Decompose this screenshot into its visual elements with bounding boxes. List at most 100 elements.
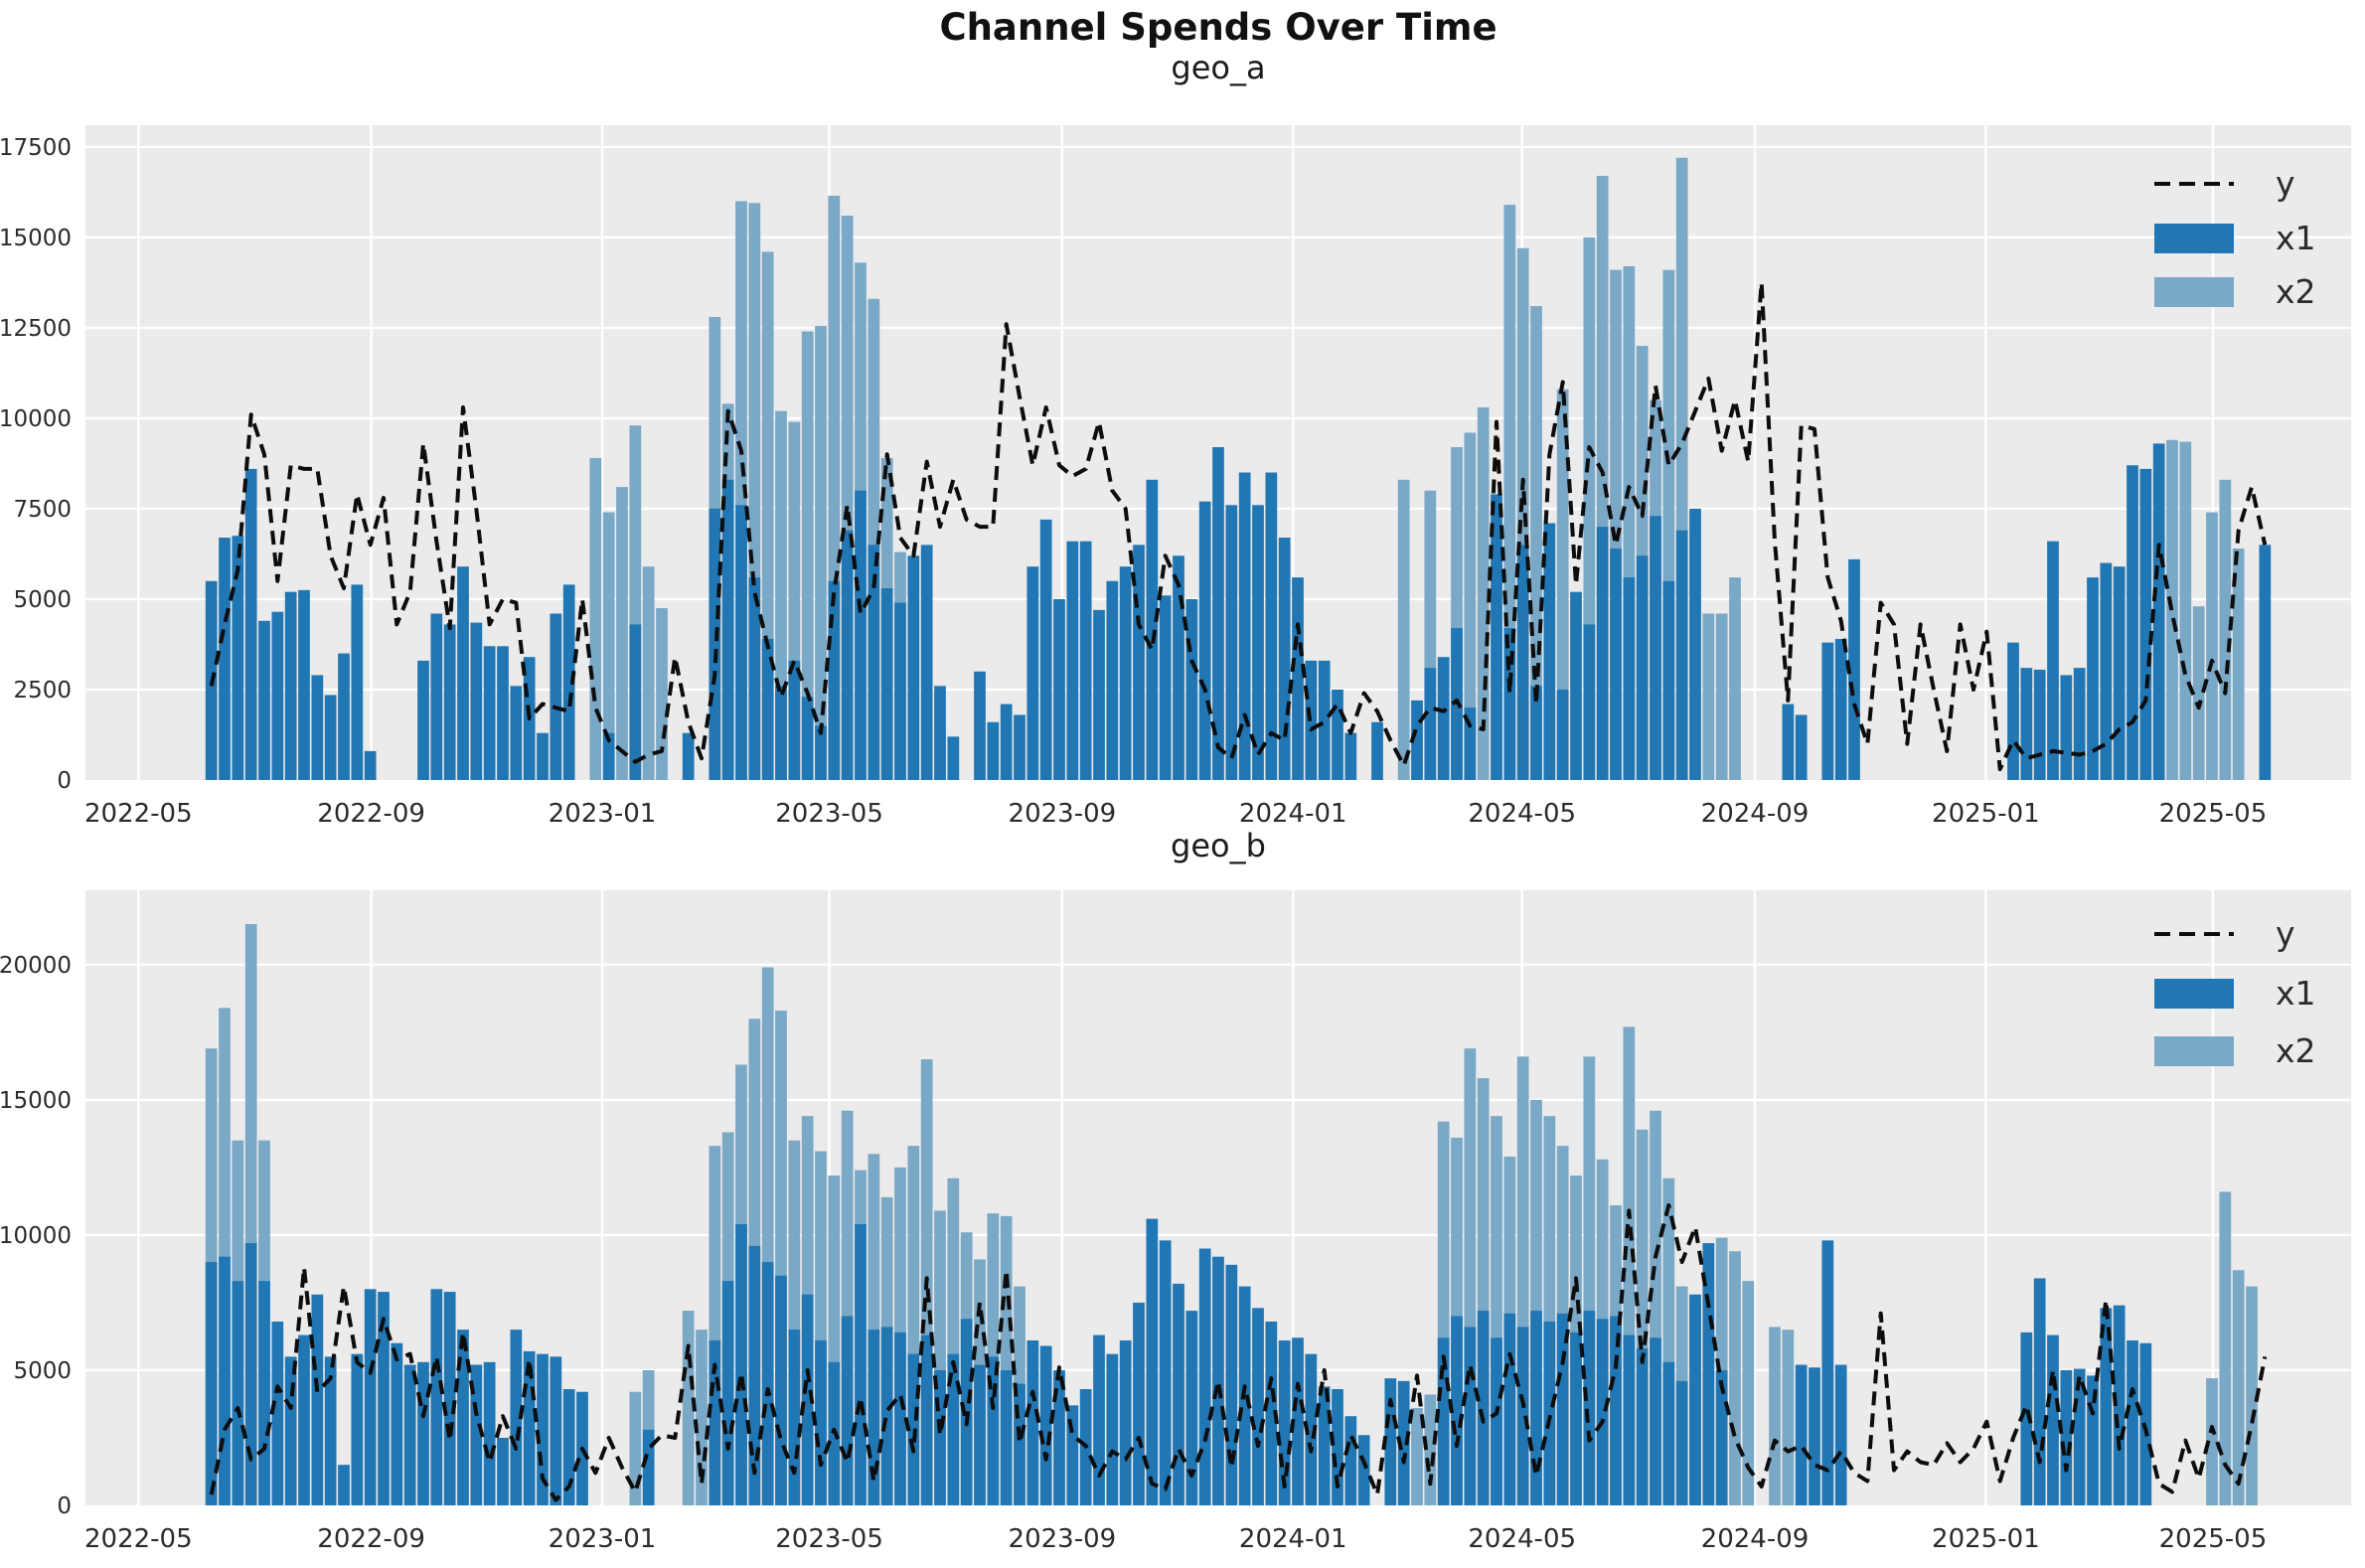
geo_a-x2-bar <box>1530 306 1542 780</box>
geo_a-x1-bar <box>855 490 867 780</box>
geo_b-x1-bar <box>735 1224 747 1505</box>
geo_a-x1-bars <box>205 443 2272 780</box>
geo_a-x1-bar <box>298 589 310 780</box>
geo_a-x1-bar <box>920 545 933 780</box>
geo_a-x1-bar <box>1265 472 1278 780</box>
geo_b-x2-bar <box>1477 1078 1490 1505</box>
geo_a-x2-bar <box>1702 613 1715 780</box>
geo_a-x1-bar <box>457 566 469 780</box>
geo_b-x1-bar <box>1318 1386 1331 1505</box>
subplot-title-geo-a: geo_a <box>1171 49 1266 86</box>
geo_b-x2-bar <box>1623 1026 1636 1505</box>
geo_a-x2-bar <box>1583 236 1596 780</box>
geo_a-x1-bar <box>1675 530 1688 780</box>
geo_b-x2-bar <box>947 1177 960 1505</box>
geo_a-x1-bar <box>1596 527 1609 780</box>
geo_b-x2-bar <box>815 1151 827 1505</box>
geo_a-x1-bar <box>1530 686 1542 780</box>
geo_b-x1-bar <box>1278 1340 1291 1505</box>
geo_a-x1-bar <box>2152 443 2165 780</box>
geo_b-xtick-label: 2023-01 <box>549 1524 657 1554</box>
geo_a-legend-swatch-x2 <box>2154 277 2234 307</box>
geo_b-x1-bar <box>721 1281 734 1505</box>
geo_b-x1-bar <box>1344 1416 1357 1505</box>
geo_a-x1-bar <box>907 555 920 780</box>
geo_a-x1-bar <box>1252 505 1264 780</box>
geo_b-x1-bar <box>974 1364 986 1505</box>
geo_a-x1-bar <box>1318 660 1331 780</box>
geo_b-x2-bar <box>2206 1378 2218 1505</box>
geo_b-x1-bar <box>841 1316 854 1505</box>
geo_a-x1-bar <box>258 620 270 780</box>
geo_a-x1-bar <box>364 750 377 780</box>
geo_a-x2-bar <box>841 216 854 780</box>
geo_b-x1-bar <box>1305 1353 1318 1505</box>
geo_b-x2-bar <box>1491 1116 1502 1505</box>
geo_b-x1-bar <box>855 1224 867 1505</box>
geo_a-x1-bar <box>1503 628 1516 780</box>
geo_b-ytick-label: 5000 <box>13 1358 72 1384</box>
geo_b-x1-bar <box>642 1429 655 1505</box>
geo_b-y-line <box>209 1203 2268 1502</box>
geo_b-legend-swatch-x2 <box>2154 1036 2234 1066</box>
geo_b-xtick-label: 2025-01 <box>1932 1524 2040 1554</box>
geo_a-x1-bar <box>947 736 960 780</box>
geo_a-x2-bar <box>815 326 827 780</box>
geo_a-ytick-label: 15000 <box>0 226 72 251</box>
geo_b-x2-bar <box>1742 1281 1755 1505</box>
geo_a-legend-label-x2: x2 <box>2276 272 2316 311</box>
geo_b-x1-bar <box>801 1294 814 1505</box>
geo_a-x2-bar <box>1464 432 1477 780</box>
geo_b-x1-bar <box>1106 1353 1119 1505</box>
subplot-title-geo-b: geo_b <box>1171 827 1266 864</box>
geo_b-x1-bar <box>947 1353 960 1505</box>
geo_a-x1-bar <box>470 622 483 780</box>
geo_a-xtick-label: 2025-01 <box>1932 799 2040 829</box>
geo_b-x1-bar <box>298 1334 310 1505</box>
geo_a-ytick-label: 17500 <box>0 135 72 161</box>
geo_b-x1-bar <box>788 1330 801 1505</box>
geo_b-x2-bar <box>2232 1270 2245 1505</box>
geo_a-x1-bar <box>271 611 284 780</box>
geo_a-x1-bar <box>1278 538 1291 780</box>
geo_b-x1-bar <box>2060 1369 2073 1505</box>
geo_a-x2-bar <box>629 425 642 780</box>
geo_a-x1-bar <box>1556 689 1569 780</box>
geo_a-x1-bar <box>2113 566 2126 780</box>
geo_a-x2-bar <box>867 298 880 780</box>
geo_b-x1-bar <box>284 1356 297 1505</box>
geo_b-x1-bar <box>470 1364 483 1505</box>
geo_b-x2-bar <box>1650 1110 1661 1505</box>
geo_a-x1-bar <box>1185 598 1198 780</box>
geo_b-x1-bar <box>987 1356 1000 1505</box>
geo_a-legend: y x1 x2 <box>2154 164 2316 311</box>
geo_b-x1-bar <box>1173 1283 1184 1505</box>
geo_a-x1-bar <box>828 580 841 780</box>
geo_b-x1-bar <box>443 1292 456 1505</box>
geo_b-x1-bar <box>1610 1316 1622 1505</box>
geo_b-x1-bar <box>2087 1375 2099 1505</box>
geo_b-x1-bar <box>2127 1340 2138 1505</box>
geo_a-x1-bar <box>934 686 946 780</box>
geo_a-x1-bar <box>219 538 231 780</box>
geo_a-x2-bar <box>748 203 761 781</box>
geo_a-xtick-label: 2024-05 <box>1468 799 1576 829</box>
geo_a-x1-bar <box>602 732 615 780</box>
geo_b-x2-bar <box>1782 1330 1795 1505</box>
geo_a-x2-bar <box>2219 479 2232 780</box>
geo_a-x1-bar <box>2087 577 2099 780</box>
geo_b-x1-bar <box>1133 1302 1145 1505</box>
geo_b-x1-bar <box>1159 1240 1172 1505</box>
geo_a-x1-bar <box>1464 707 1477 780</box>
geo_b-x2-bar <box>775 1011 787 1505</box>
geo_a-x1-bar <box>1795 714 1808 780</box>
geo_b-x2-bar <box>1516 1056 1529 1505</box>
geo_b-x1-bar <box>1014 1383 1025 1505</box>
geo_a-ytick-label: 7500 <box>13 497 72 523</box>
geo_b-x2-bar <box>709 1146 721 1505</box>
geo_b-x1-bar <box>2073 1368 2086 1505</box>
subplot-geo_b: 0 5000 10000 15000 20000 2022-05 2022-09 2023-0… <box>0 890 2351 1554</box>
geo_a-x1-bar <box>324 695 337 780</box>
geo_b-x1-bar <box>258 1281 270 1505</box>
geo_b-x1-bar <box>775 1275 787 1505</box>
